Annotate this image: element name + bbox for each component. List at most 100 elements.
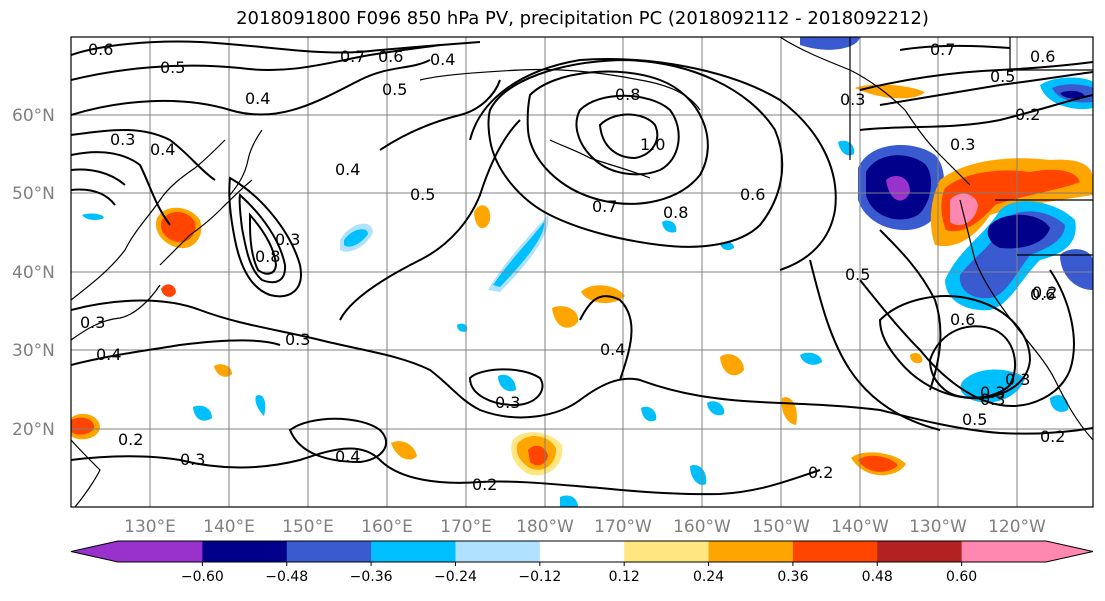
colorbar-segment (202, 541, 288, 562)
contour-label: 0.2 (118, 430, 143, 449)
map-frame (70, 36, 1094, 508)
contour-label: 0.5 (160, 58, 185, 77)
contour-label: 0.6 (378, 47, 403, 66)
contour-label: 0.4 (335, 447, 360, 466)
colorbar-tick-label: 0.36 (777, 569, 808, 585)
contour-label: 0.5 (410, 185, 435, 204)
lon-label: 150°E (282, 517, 334, 537)
lat-label: 40°N (12, 263, 55, 283)
colorbar-segment (708, 541, 794, 562)
colorbar-tick-label: −0.12 (518, 569, 561, 585)
precip-blob (910, 352, 923, 364)
contour-label: 0.6 (950, 310, 975, 329)
contour-label: 0.6 (1030, 47, 1055, 66)
precip-blob (82, 213, 104, 220)
contour-label: 0.4 (96, 345, 121, 364)
colorbar-tick-label: 0.48 (862, 569, 893, 585)
precip-blob (941, 169, 1080, 232)
colorbar-tick-label: −0.60 (181, 569, 224, 585)
contour-label: 0.6 (740, 185, 765, 204)
colorbar-segment (455, 541, 541, 562)
lon-label: 150°W (752, 517, 810, 537)
lat-label: 60°N (12, 106, 55, 126)
lon-label: 120°W (988, 517, 1046, 537)
colorbar-segment (286, 541, 372, 562)
contour-label: 0.3 (80, 313, 105, 332)
lon-label: 130°W (909, 517, 967, 537)
lat-label: 30°N (12, 341, 55, 361)
contour-label: 0.2 (808, 463, 833, 482)
precip-blob (560, 495, 578, 507)
precip-blob (71, 417, 95, 435)
contour-label: 0.3 (980, 390, 1005, 409)
contour-label: 0.3 (275, 230, 300, 249)
lat-label: 20°N (12, 420, 55, 440)
precip-blob (1060, 249, 1093, 290)
precip-blob (987, 214, 1050, 249)
contour-label: 0.4 (335, 160, 360, 179)
colorbar: −0.60 −0.48 −0.36 −0.24 −0.12 0.12 0.24 0.36 0.4… (70, 540, 1094, 585)
contour-label: 0.5 (382, 80, 407, 99)
colorbar-outline (70, 540, 1094, 563)
colorbar-segment (624, 541, 710, 562)
colorbar-extend-max (1046, 541, 1093, 562)
precip-blob (528, 445, 548, 466)
lon-label: 170°E (440, 517, 492, 537)
lon-label: 140°W (831, 517, 889, 537)
contour-label: 0.6 (88, 40, 113, 59)
contour-label: 0.3 (840, 90, 865, 109)
precip-blob (707, 401, 725, 416)
precip-blob (950, 193, 978, 226)
longitude-labels: 130°E 140°E 150°E 160°E 170°E 180°W 170°… (124, 517, 1046, 537)
precip-blob (344, 229, 368, 247)
contour-label: 0.7 (340, 47, 365, 66)
lat-label: 50°N (12, 184, 55, 204)
colorbar-segment (961, 541, 1047, 562)
contour-label: 0.3 (110, 130, 135, 149)
contour-label: 0.2 (472, 475, 497, 494)
colorbar-tick-label: 0.12 (609, 569, 640, 585)
contour-label: 0.3 (980, 383, 1005, 402)
contour-label: 0.8 (663, 203, 688, 222)
precip-blob (391, 441, 417, 460)
lon-label: 160°E (361, 517, 413, 537)
precip-blob (160, 211, 196, 243)
lon-label: 180°W (516, 517, 574, 537)
contour-labels: 0.6 0.5 0.4 0.7 0.6 0.4 0.5 0.8 0.3 0.7 … (80, 40, 1065, 494)
precip-blob (800, 352, 822, 365)
contour-label: 0.7 (930, 40, 955, 59)
precip-blob (1060, 90, 1085, 99)
precip-blob (214, 364, 232, 377)
colorbar-extend-min (71, 541, 118, 562)
precip-blob (662, 220, 677, 233)
contour-label: 0.8 (255, 247, 280, 266)
precip-blob (886, 176, 910, 201)
contour-label: 0.2 (1015, 105, 1040, 124)
latitude-labels: 60°N 50°N 40°N 30°N 20°N (12, 106, 55, 440)
colorbar-tick-label: 0.60 (946, 569, 977, 585)
contour-label: 0.5 (845, 265, 870, 284)
colorbar-tick-label: −0.36 (350, 569, 393, 585)
contour-label: 0.7 (592, 197, 617, 216)
contour-label: 0.4 (245, 89, 270, 108)
contour-label: 0.6 (1030, 285, 1055, 304)
precip-blob (581, 285, 625, 304)
precip-blob (552, 306, 579, 328)
contour-label: 0.3 (1005, 370, 1030, 389)
contour-label: 0.8 (615, 85, 640, 104)
precip-blob (498, 374, 516, 392)
map-title: 2018091800 F096 850 hPa PV, precipitatio… (236, 8, 929, 29)
precip-blob (960, 369, 1025, 403)
contour-label: 0.5 (962, 410, 987, 429)
contour-label: 0.3 (180, 450, 205, 469)
contour-label: 0.4 (150, 140, 175, 159)
contour-label: 0.3 (285, 330, 310, 349)
precip-blob (193, 405, 212, 421)
precip-blob (161, 284, 176, 297)
precip-blob (1050, 395, 1069, 412)
precip-blob (858, 455, 898, 472)
lon-label: 160°W (673, 517, 731, 537)
precip-blob (641, 406, 657, 422)
contour-label: 0.5 (990, 67, 1015, 86)
